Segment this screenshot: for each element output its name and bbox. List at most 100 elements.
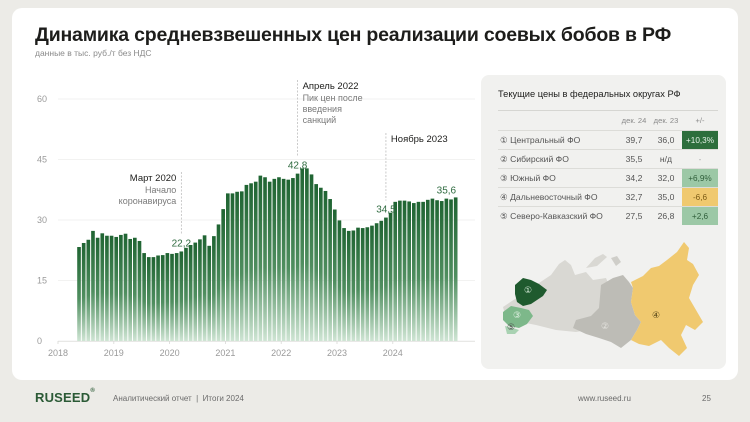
- column-header-dec23: дек. 23: [650, 110, 682, 131]
- annotation-title: Ноябрь 2023: [391, 134, 448, 145]
- bar: [328, 199, 332, 341]
- region-name: ③ Южный ФО: [498, 168, 618, 188]
- region-name: ① Центральный ФО: [498, 130, 618, 150]
- price-change-badge: +6,9%: [682, 168, 718, 188]
- region-label: Сибирский ФО: [510, 153, 569, 164]
- map-district-label: ②: [601, 322, 609, 332]
- map-district-label: ④: [652, 311, 660, 321]
- y-tick-label: 30: [37, 215, 47, 225]
- bar: [170, 253, 174, 341]
- x-tick-label: 2018: [48, 348, 68, 358]
- table-row: ④ Дальневосточный ФО 32,7 35,0 -6,6: [498, 187, 718, 207]
- bar: [300, 168, 305, 341]
- bar: [449, 199, 453, 341]
- bar: [305, 168, 309, 341]
- bar: [174, 253, 179, 341]
- bar: [123, 233, 128, 341]
- map-region-central: [515, 278, 547, 306]
- region-marker: ①: [500, 134, 508, 145]
- bar: [114, 236, 119, 341]
- page-subtitle: данные в тыс. руб./т без НДС: [35, 48, 152, 58]
- page-title: Динамика средневзвешенных цен реализации…: [35, 24, 672, 46]
- price-dec24: 39,7: [618, 130, 650, 150]
- report-label: Аналитический отчет | Итоги 2024: [113, 394, 244, 403]
- region-name: ④ Дальневосточный ФО: [498, 187, 618, 207]
- bar: [388, 212, 393, 341]
- price-dec23: н/д: [650, 149, 682, 169]
- bar: [119, 234, 123, 341]
- bar: [221, 209, 225, 341]
- data-label: 35,6: [437, 186, 457, 197]
- bar: [77, 247, 81, 341]
- bar: [332, 209, 337, 341]
- bar: [235, 191, 239, 341]
- bar: [258, 175, 263, 341]
- table-row: ③ Южный ФО 34,2 32,0 +6,9%: [498, 168, 718, 188]
- annotation-text: Начало: [145, 185, 176, 195]
- bar: [323, 190, 328, 341]
- bar: [291, 178, 295, 341]
- bar: [202, 235, 207, 341]
- region-marker: ⑤: [500, 210, 508, 221]
- region-marker: ②: [500, 153, 508, 164]
- table-row: ② Сибирский ФО 35,5 н/д -: [498, 149, 718, 169]
- bar: [425, 199, 430, 341]
- price-change-badge: +2,6: [682, 206, 718, 225]
- bar: [230, 193, 235, 341]
- bar: [207, 245, 212, 341]
- bar: [342, 228, 346, 341]
- map-island-north: [611, 256, 621, 266]
- website-link[interactable]: www.ruseed.ru: [578, 394, 631, 403]
- logo-text: RUSEED: [35, 390, 91, 405]
- logo-registered-mark: ®: [90, 388, 96, 394]
- map-district-label: ⑤: [507, 323, 515, 333]
- region-name: ⑤ Северо-Кавказский ФО: [498, 206, 618, 225]
- x-tick-label: 2021: [215, 348, 235, 358]
- bar: [216, 224, 221, 341]
- panel-title: Текущие цены в федеральных округах РФ: [498, 89, 681, 99]
- bar: [179, 251, 184, 341]
- price-dec24: 27,5: [618, 206, 650, 225]
- map-region-north-caucasus: [505, 326, 519, 334]
- bar: [421, 201, 425, 341]
- bar: [105, 235, 109, 341]
- bar: [253, 181, 258, 341]
- bar: [319, 187, 323, 341]
- column-header-region: [498, 110, 618, 131]
- price-dec24: 32,7: [618, 187, 650, 207]
- x-tick-label: 2019: [104, 348, 124, 358]
- bar: [398, 200, 402, 341]
- bar: [407, 201, 411, 341]
- bar: [156, 255, 160, 341]
- bar: [337, 220, 342, 341]
- page-number: 25: [702, 394, 711, 403]
- price-dec23: 36,0: [650, 130, 682, 150]
- data-label: 22,2: [172, 238, 192, 249]
- table-row: ⑤ Северо-Кавказский ФО 27,5 26,8 +2,6: [498, 206, 718, 225]
- data-label: 34,5: [376, 205, 396, 216]
- russia-federal-districts-map: ① ② ③ ④ ⑤: [503, 242, 703, 356]
- price-dec23: 26,8: [650, 206, 682, 225]
- bar: [360, 228, 365, 341]
- map-district-label: ③: [513, 311, 521, 321]
- bar: [133, 237, 137, 341]
- bar: [267, 181, 272, 341]
- bar: [416, 201, 421, 341]
- bar: [151, 257, 156, 341]
- bars: [77, 168, 458, 341]
- x-tick-label: 2022: [271, 348, 291, 358]
- annotation-text: санкций: [303, 115, 337, 125]
- bar: [137, 240, 142, 341]
- map-region-far-east: [631, 242, 703, 356]
- bar: [184, 247, 188, 341]
- bar: [295, 173, 300, 341]
- map-region-siberia: [573, 275, 641, 348]
- region-marker: ④: [500, 191, 508, 202]
- table-row: ① Центральный ФО 39,7 36,0 +10,3%: [498, 130, 718, 150]
- region-marker: ③: [500, 172, 508, 183]
- bar: [384, 217, 388, 341]
- y-tick-label: 15: [37, 276, 47, 286]
- region-label: Центральный ФО: [510, 134, 581, 145]
- bar: [100, 233, 105, 341]
